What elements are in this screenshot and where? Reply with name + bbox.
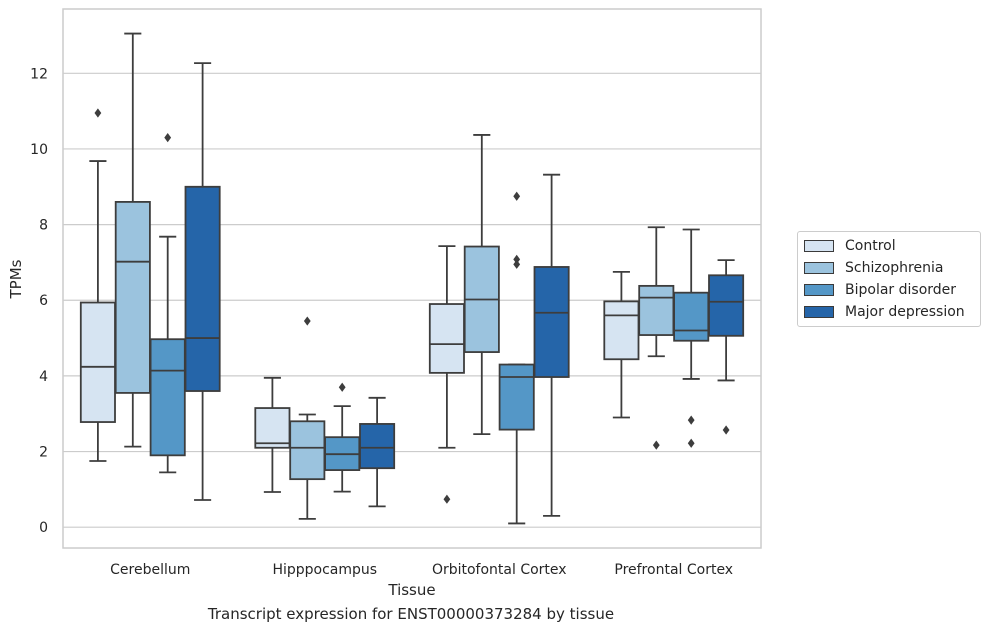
boxplot-group <box>149 133 186 474</box>
y-tick-label: 10 <box>30 142 48 158</box>
box <box>114 201 151 394</box>
boxplot-group <box>184 62 221 501</box>
y-tick-labels: 0 2 4 6 8 10 12 <box>30 66 48 536</box>
box <box>603 300 640 361</box>
x-tick-label: Hipppocampus <box>272 562 377 578</box>
box <box>254 407 291 449</box>
outlier-point <box>513 191 521 201</box>
outlier-point <box>687 438 695 448</box>
outlier-point <box>94 108 102 118</box>
y-axis-label: TPMs <box>7 259 25 299</box>
boxplot-group <box>254 376 291 493</box>
legend-item-schizophrenia: Schizophrenia <box>804 257 943 279</box>
legend: Control Schizophrenia Bipolar disorder M… <box>797 231 981 327</box>
legend-swatch-major-depression <box>804 306 834 318</box>
legend-item-bipolar-disorder: Bipolar disorder <box>804 279 956 301</box>
legend-item-major-depression: Major depression <box>804 301 965 323</box>
legend-label-control: Control <box>845 238 896 254</box>
outlier-point <box>513 259 521 269</box>
legend-label-major-depression: Major depression <box>845 304 965 320</box>
y-tick-label: 0 <box>39 520 48 536</box>
box <box>638 284 675 336</box>
outlier-point <box>443 494 451 504</box>
box <box>79 301 116 423</box>
box <box>184 185 221 392</box>
outlier-point <box>687 415 695 425</box>
legend-swatch-schizophrenia <box>804 262 834 274</box>
legend-label-schizophrenia: Schizophrenia <box>845 260 944 276</box>
boxplot-group <box>463 134 500 436</box>
legend-label-bipolar-disorder: Bipolar disorder <box>845 282 957 298</box>
legend-swatch-control <box>804 240 834 252</box>
box <box>673 291 710 342</box>
boxplot-group <box>708 259 745 435</box>
boxplot-group <box>673 228 710 448</box>
x-tick-label: Orbitofontal Cortex <box>432 562 567 578</box>
outlier-point <box>164 133 172 143</box>
boxplot-group <box>498 191 535 525</box>
boxplot-group <box>533 173 570 517</box>
boxplot-group <box>603 270 640 419</box>
outlier-point <box>338 382 346 392</box>
y-tick-label: 8 <box>39 218 48 234</box>
x-axis-label: Tissue <box>387 581 435 599</box>
plot-area-frame <box>62 8 762 549</box>
boxplot-group <box>114 32 151 448</box>
boxplot-group <box>79 108 116 462</box>
y-tick-label: 4 <box>39 369 48 385</box>
box <box>149 338 186 457</box>
outlier-point <box>652 440 660 450</box>
box <box>533 266 570 378</box>
y-tick-label: 6 <box>39 293 48 309</box>
box-layer <box>79 32 745 525</box>
boxplot-group <box>638 226 675 450</box>
boxplot-group <box>428 245 465 504</box>
legend-swatch-bipolar-disorder <box>804 284 834 296</box>
boxplot-group <box>359 396 396 508</box>
figure-caption: Transcript expression for ENST0000037328… <box>207 605 615 623</box>
x-tick-labels: Cerebellum Hipppocampus Orbitofontal Corte… <box>110 562 733 578</box>
box <box>498 363 535 431</box>
outlier-point <box>513 254 521 264</box>
box <box>359 423 396 470</box>
box <box>708 274 745 337</box>
outlier-point <box>722 425 730 435</box>
boxplot-group <box>289 316 326 520</box>
y-tick-label: 12 <box>30 66 48 82</box>
y-tick-label: 2 <box>39 445 48 461</box>
box <box>289 420 326 481</box>
outlier-point <box>303 316 311 326</box>
box <box>428 303 465 374</box>
x-tick-label: Prefrontal Cortex <box>614 562 733 578</box>
x-tick-label: Cerebellum <box>110 562 190 578</box>
legend-item-control: Control <box>804 235 896 257</box>
boxplot-group <box>324 382 361 493</box>
